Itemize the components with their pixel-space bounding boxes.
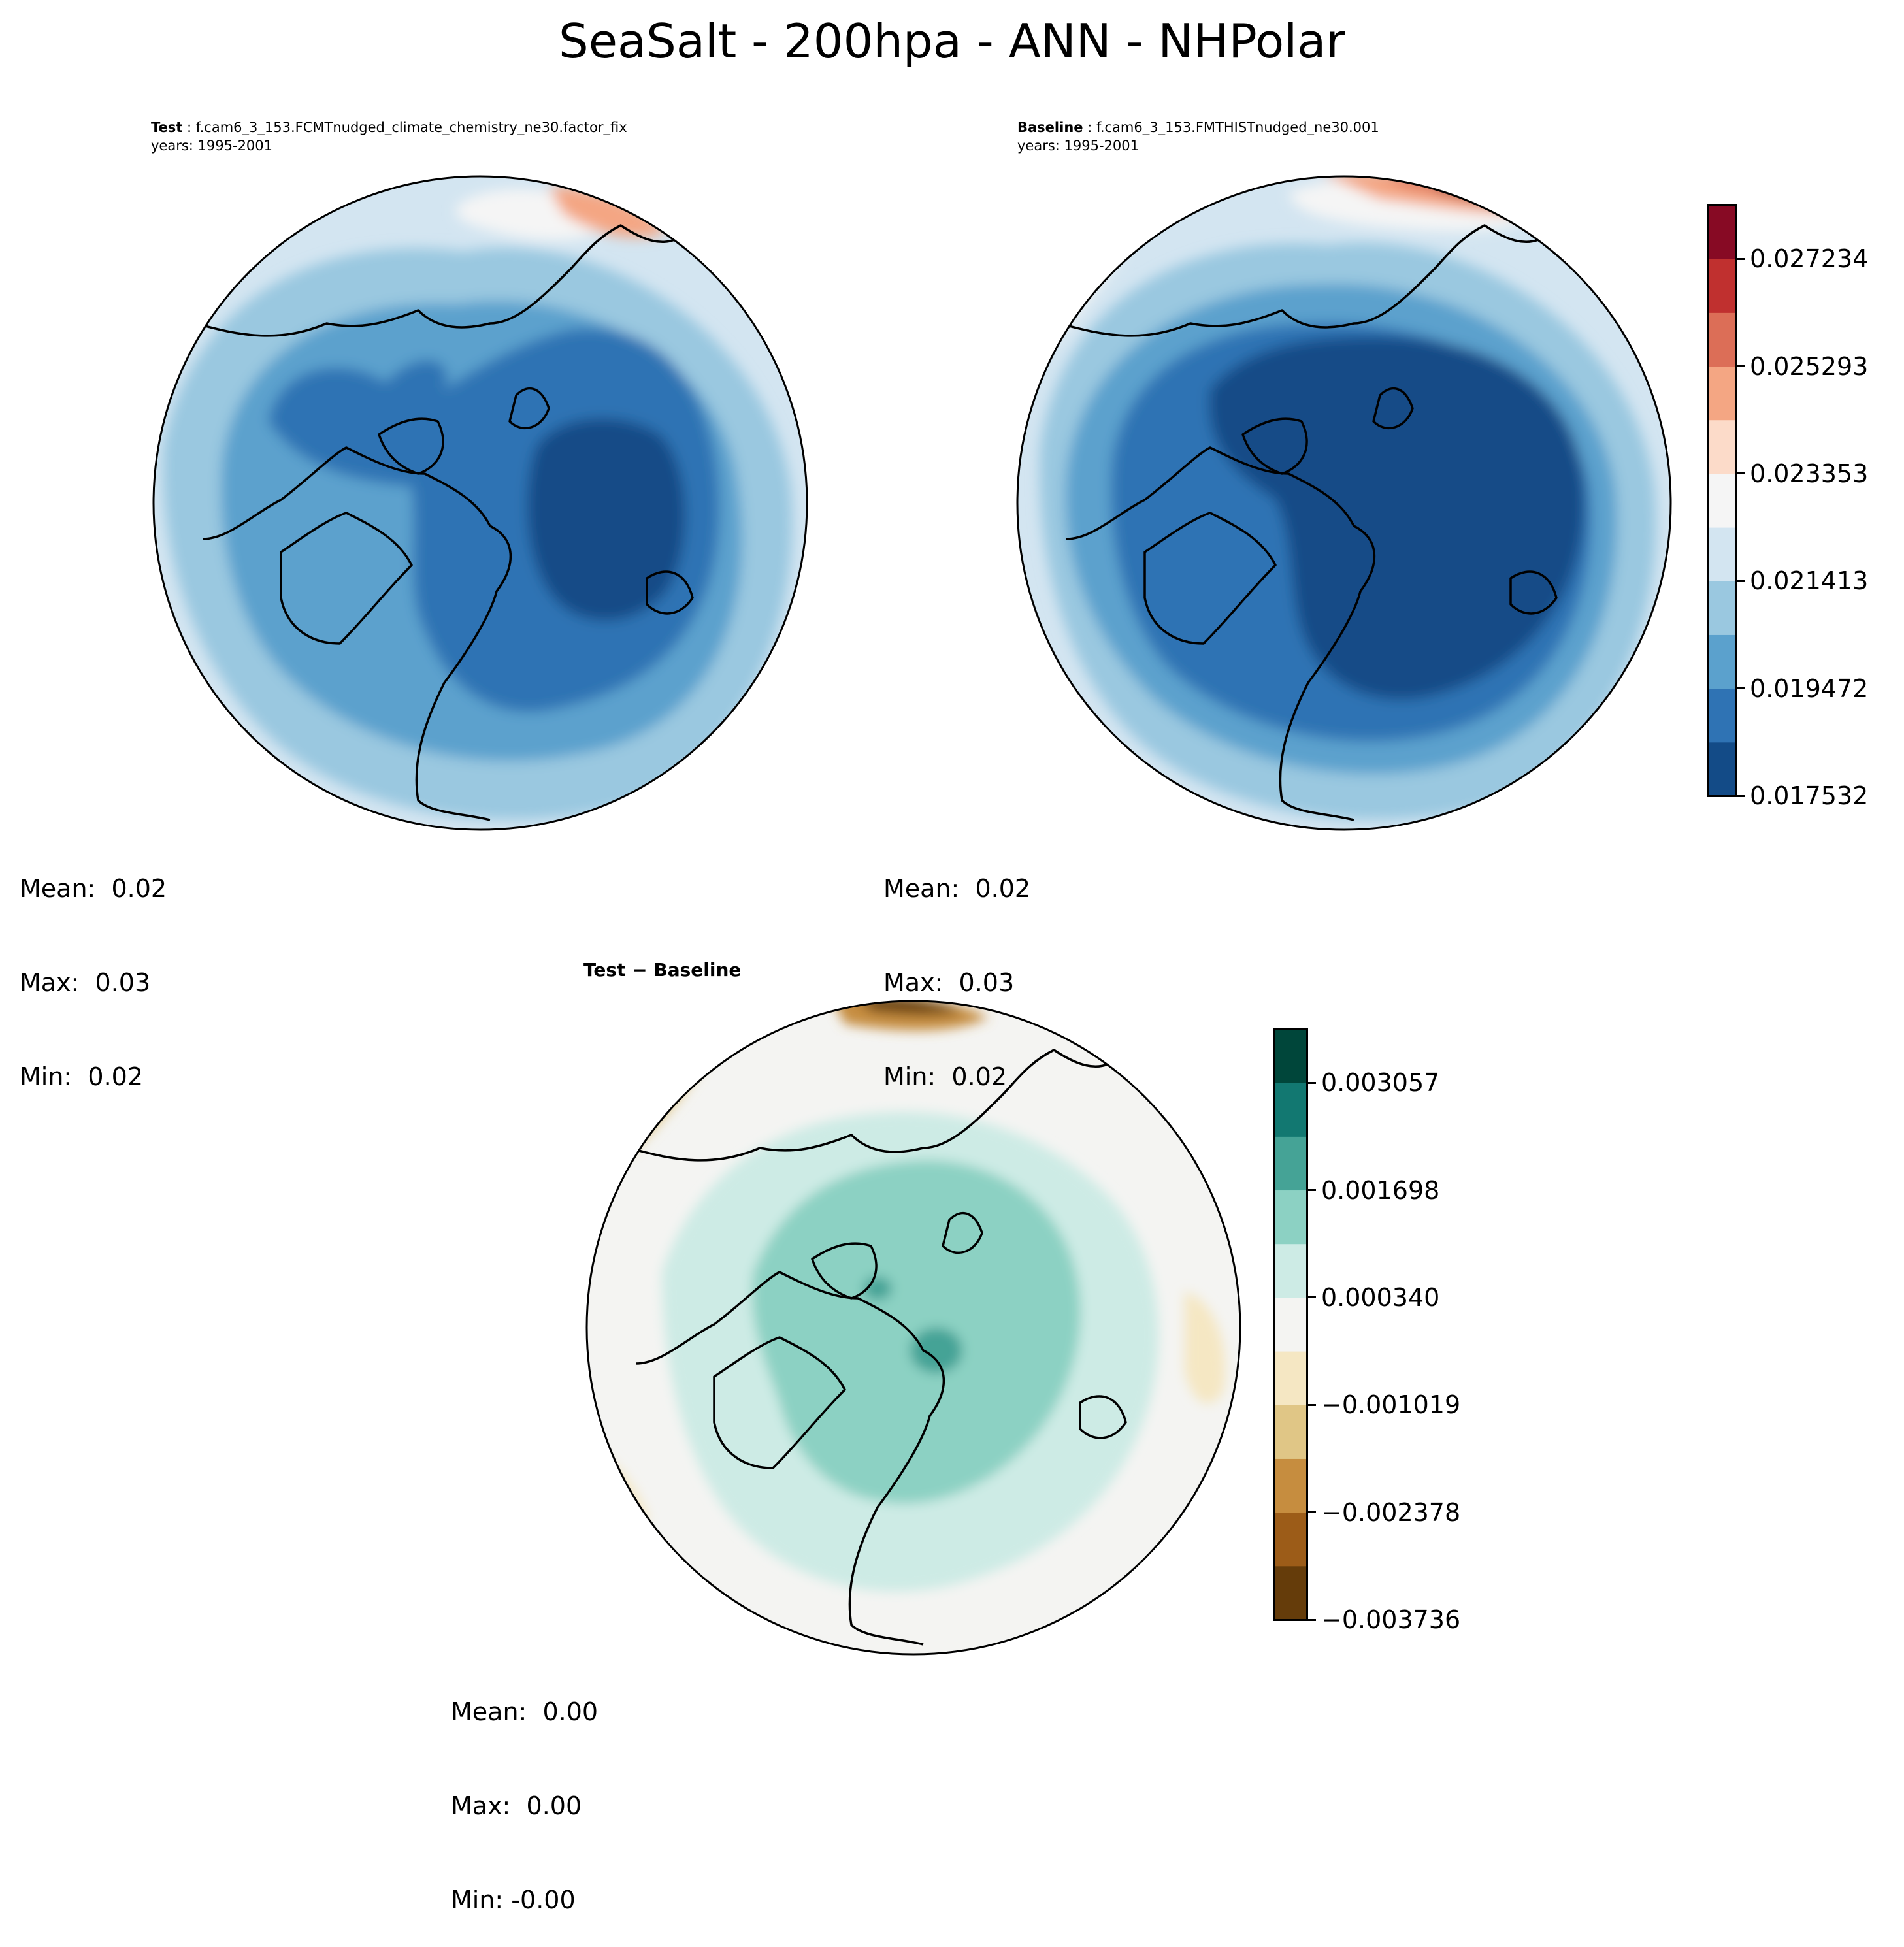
test-years: years: 1995-2001 — [151, 138, 273, 154]
diff-colorbar-level-4 — [1274, 1351, 1307, 1405]
diff-field-band-10 — [1185, 1292, 1225, 1404]
main-colorbar-level-4 — [1708, 527, 1735, 581]
test-polar-map — [152, 175, 808, 831]
diff-colorbar-tick — [1308, 1189, 1316, 1192]
main-colorbar-tick-label: 0.017532 — [1750, 781, 1869, 810]
main-colorbar-tick — [1737, 687, 1745, 690]
test-label: Test — [151, 120, 183, 135]
diff-colorbar-tick-label: 0.003057 — [1321, 1068, 1440, 1098]
main-colorbar-tick — [1737, 257, 1745, 260]
diff-field-band-7 — [610, 1037, 681, 1096]
diff-colorbar-tick — [1308, 1296, 1316, 1299]
baseline-years: years: 1995-2001 — [1017, 138, 1140, 154]
diff-colorbar — [1273, 1028, 1308, 1621]
diff-polar-map — [585, 1000, 1241, 1656]
main-colorbar-tick — [1737, 365, 1745, 368]
baseline-panel-title: Baseline : f.cam6_3_153.FMTHISTnudged_ne… — [1017, 119, 1379, 137]
main-colorbar-level-3 — [1708, 581, 1735, 635]
main-colorbar-tick-label: 0.027234 — [1750, 244, 1869, 274]
diff-colorbar-level-7 — [1274, 1190, 1307, 1245]
diff-colorbar-level-3 — [1274, 1405, 1307, 1459]
test-panel-title: Test : f.cam6_3_153.FCMTnudged_climate_c… — [151, 119, 627, 137]
baseline-stats: Mean: 0.02 Max: 0.03 Min: 0.02 — [883, 810, 1030, 1124]
test-max: Max: 0.03 — [20, 968, 151, 997]
test-coastlines — [195, 224, 694, 821]
main-colorbar-tick-label: 0.025293 — [1750, 352, 1869, 381]
main-colorbar-level-9 — [1708, 259, 1735, 313]
main-colorbar — [1707, 204, 1737, 797]
diff-map-boundary — [585, 1000, 1241, 1656]
diff-colorbar-swatches — [1273, 1028, 1308, 1621]
diff-colorbar-level-9 — [1274, 1083, 1307, 1137]
test-separator: : — [182, 120, 196, 135]
diff-colorbar-frame — [1273, 1028, 1308, 1621]
diff-coastlines — [629, 1049, 1127, 1646]
diff-field-band-2 — [752, 1160, 1081, 1504]
main-colorbar-frame — [1707, 204, 1737, 797]
test-map-boundary — [152, 175, 808, 831]
baseline-coastlines — [1059, 224, 1558, 821]
main-colorbar-level-0 — [1708, 742, 1735, 796]
diff-colorbar-tick-label: 0.001698 — [1321, 1175, 1440, 1205]
main-colorbar-level-2 — [1708, 634, 1735, 689]
diff-colorbar-tick-label: −0.001019 — [1321, 1390, 1461, 1420]
diff-colorbar-level-1 — [1274, 1512, 1307, 1567]
diff-colorbar-tick — [1308, 1511, 1316, 1514]
diff-colorbar-tick-label: −0.002378 — [1321, 1497, 1461, 1527]
main-colorbar-tick — [1737, 472, 1745, 475]
diff-panel-title: Test − Baseline — [583, 959, 742, 981]
baseline-min: Min: 0.02 — [883, 1062, 1007, 1091]
main-colorbar-tick — [1737, 580, 1745, 582]
test-case-name: f.cam6_3_153.FCMTnudged_climate_chemistr… — [195, 120, 627, 135]
baseline-map-boundary — [1016, 175, 1672, 831]
main-colorbar-level-1 — [1708, 688, 1735, 743]
baseline-max: Max: 0.03 — [883, 968, 1015, 997]
main-colorbar-tick-label: 0.019472 — [1750, 674, 1869, 703]
diff-colorbar-tick — [1308, 1618, 1316, 1621]
test-min: Min: 0.02 — [20, 1062, 143, 1091]
main-colorbar-level-6 — [1708, 419, 1735, 474]
diff-colorbar-level-0 — [1274, 1565, 1307, 1620]
main-colorbar-level-7 — [1708, 366, 1735, 421]
diff-stats: Mean: 0.00 Max: 0.00 Min: -0.00 — [451, 1633, 598, 1947]
diff-colorbar-tick-label: 0.000340 — [1321, 1283, 1440, 1312]
diff-colorbar-tick — [1308, 1403, 1316, 1406]
test-field-band-4 — [527, 418, 685, 621]
diff-field-band-4 — [863, 1277, 892, 1300]
diff-colorbar-level-6 — [1274, 1243, 1307, 1298]
diff-max: Max: 0.00 — [451, 1792, 582, 1820]
baseline-label: Baseline — [1017, 120, 1083, 135]
diff-colorbar-tick — [1308, 1081, 1316, 1084]
diff-min: Min: -0.00 — [451, 1886, 576, 1914]
figure-title: SeaSalt - 200hpa - ANN - NHPolar — [559, 14, 1345, 69]
main-colorbar-tick — [1737, 794, 1745, 797]
main-colorbar-level-10 — [1708, 205, 1735, 259]
baseline-mean: Mean: 0.02 — [883, 874, 1031, 903]
main-colorbar-level-8 — [1708, 312, 1735, 367]
baseline-polar-map — [1016, 175, 1672, 831]
diff-colorbar-level-10 — [1274, 1029, 1307, 1083]
test-stats: Mean: 0.02 Max: 0.03 Min: 0.02 — [20, 810, 167, 1124]
main-colorbar-level-5 — [1708, 473, 1735, 528]
diff-colorbar-level-5 — [1274, 1297, 1307, 1352]
diff-colorbar-tick-label: −0.003736 — [1321, 1605, 1461, 1634]
diff-field-band-3 — [910, 1328, 962, 1373]
diff-mean: Mean: 0.00 — [451, 1697, 599, 1726]
main-colorbar-tick-label: 0.021413 — [1750, 566, 1869, 596]
diff-colorbar-level-2 — [1274, 1458, 1307, 1513]
main-colorbar-tick-label: 0.023353 — [1750, 459, 1869, 488]
baseline-case-name: f.cam6_3_153.FMTHISTnudged_ne30.001 — [1096, 120, 1379, 135]
diff-colorbar-level-8 — [1274, 1136, 1307, 1191]
main-colorbar-swatches — [1707, 204, 1737, 797]
test-field-band-6 — [549, 186, 666, 238]
test-mean: Mean: 0.02 — [20, 874, 167, 903]
baseline-separator: : — [1083, 120, 1096, 135]
